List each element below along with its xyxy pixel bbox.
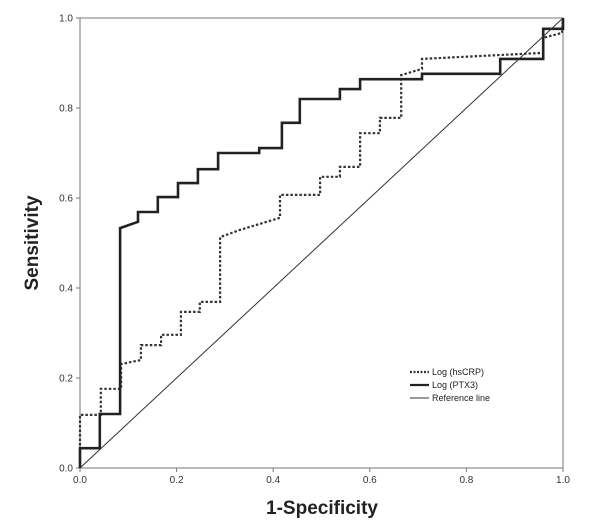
- x-tick-label: 0.0: [73, 475, 87, 486]
- y-tick-label: 1.0: [59, 14, 73, 25]
- x-tick-label: 0.6: [363, 475, 377, 486]
- legend-label: Log (PTX3): [432, 380, 478, 390]
- y-tick-label: 0.2: [59, 374, 73, 385]
- series-line-1: [78, 18, 565, 468]
- series-line-0: [78, 17, 565, 468]
- x-tick-label: 1.0: [556, 475, 570, 486]
- x-tick-label: 0.8: [459, 475, 473, 486]
- y-tick-label: 0.0: [59, 464, 73, 475]
- series-line-2: [79, 17, 564, 469]
- y-tick-label: 0.8: [59, 104, 73, 115]
- y-axis-label: Sensitivity: [22, 195, 43, 290]
- x-tick-label: 0.4: [266, 475, 280, 486]
- x-tick-label: 0.2: [170, 475, 184, 486]
- legend-label: Reference line: [432, 393, 490, 403]
- legend: Log (hsCRP) Log (PTX3) Reference line: [410, 367, 490, 403]
- x-axis-label: 1-Specificity: [266, 498, 378, 519]
- y-tick-label: 0.6: [59, 194, 73, 205]
- legend-label: Log (hsCRP): [432, 367, 484, 377]
- y-tick-label: 0.4: [59, 284, 73, 295]
